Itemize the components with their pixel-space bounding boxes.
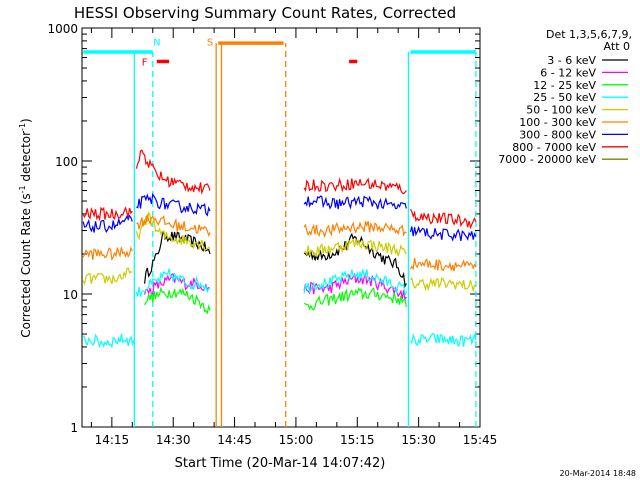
plot-area: 1 10 100 1000 14:15 14:30 14:45 15:00 15:15 15:30… <box>47 22 497 447</box>
series-line-5 <box>303 221 407 239</box>
y-tick-label: 10 <box>63 288 78 302</box>
legend-label-1: 6 - 12 keV <box>540 66 596 79</box>
x-tick-label: 14:30 <box>156 433 191 447</box>
series-line-3 <box>82 333 135 349</box>
series-line-3 <box>135 268 210 297</box>
legend-header-line2: Att 0 <box>604 40 630 53</box>
timestamp: 20-Mar-2014 18:48 <box>560 469 637 478</box>
series-line-0 <box>144 230 211 284</box>
x-tick-label: 15:00 <box>279 433 314 447</box>
x-tick-label: 15:45 <box>463 433 498 447</box>
series-line-2 <box>144 286 211 315</box>
series-line-3 <box>409 332 477 348</box>
overlay-label-n: N <box>153 38 160 49</box>
legend-label-4: 50 - 100 keV <box>526 104 596 117</box>
y-axis-label-mid: detector <box>19 131 33 186</box>
legend-label-5: 100 - 300 keV <box>519 116 596 129</box>
series-line-7 <box>135 149 211 195</box>
series-line-2 <box>303 287 407 311</box>
overlay-label-s: S <box>207 38 213 49</box>
legend-header-line1: Det 1,3,5,6,7,9, <box>546 28 632 41</box>
legend-label-2: 12 - 25 keV <box>533 79 596 92</box>
y-tick-label: 100 <box>55 155 78 169</box>
series-line-4 <box>135 211 211 252</box>
x-tick-label: 15:30 <box>401 433 436 447</box>
legend-label-6: 300 - 800 keV <box>519 128 596 141</box>
series-line-7 <box>82 206 133 222</box>
series-line-6 <box>303 195 407 210</box>
series-line-7 <box>303 177 407 195</box>
series-line-5 <box>136 214 211 238</box>
x-tick-label: 14:45 <box>217 433 252 447</box>
y-tick-label: 1 <box>70 421 78 435</box>
x-tick-label: 15:15 <box>340 433 375 447</box>
series-line-6 <box>136 192 211 217</box>
y-axis-label-main: Corrected Count Rate (s <box>19 193 33 337</box>
series-line-0 <box>303 232 407 289</box>
x-axis-label: Start Time (20-Mar-14 14:07:42) <box>175 456 386 471</box>
series-line-4 <box>82 267 133 286</box>
y-axis-label-sup2: -1 <box>18 123 27 131</box>
legend-label-3: 25 - 50 keV <box>533 91 596 104</box>
series-line-4 <box>410 276 477 293</box>
legend-label-0: 3 - 6 keV <box>547 54 596 67</box>
series-line-7 <box>409 208 477 230</box>
series-line-6 <box>82 214 133 233</box>
plot-frame <box>81 27 481 428</box>
series-line-6 <box>409 225 477 242</box>
y-axis-label-sup1: -1 <box>18 185 27 193</box>
chart-title: HESSI Observing Summary Count Rates, Cor… <box>74 4 456 22</box>
y-axis-label: Corrected Count Rate (s-1 detector-1) <box>18 118 33 337</box>
series-line-4 <box>303 238 407 258</box>
x-tick-label: 14:15 <box>95 433 130 447</box>
legend-label-7: 800 - 7000 keV <box>512 141 596 154</box>
series-line-3 <box>303 269 407 296</box>
series-line-5 <box>409 257 477 272</box>
overlay-label-f: F <box>142 57 148 68</box>
legend-label-8: 7000 - 20000 keV <box>498 153 596 166</box>
series-line-5 <box>82 246 133 262</box>
y-tick-label: 1000 <box>47 22 78 36</box>
y-axis-label-end: ) <box>19 118 33 123</box>
